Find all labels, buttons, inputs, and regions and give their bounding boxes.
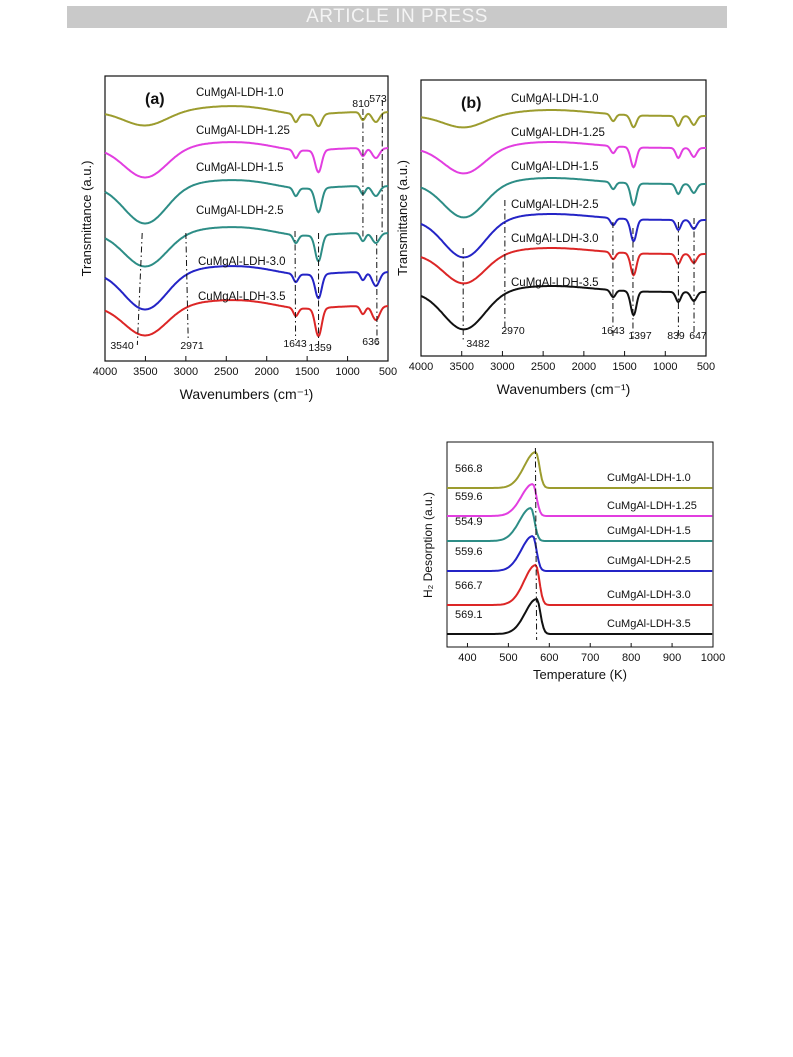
series-line-CuMgAl-LDH-1.5 — [447, 506, 713, 542]
reference-line — [534, 447, 538, 641]
peak-annotation: 3540 — [110, 340, 134, 352]
series-line-CuMgAl-LDH-2.5 — [104, 226, 389, 268]
series-label: CuMgAl-LDH-1.25 — [511, 127, 605, 139]
series-label: CuMgAl-LDH-1.25 — [196, 125, 290, 137]
x-tick-label: 3500 — [449, 361, 473, 373]
x-tick-label: 1500 — [295, 366, 319, 378]
series-line-CuMgAl-LDH-3.0 — [447, 563, 713, 606]
x-tick-label: 900 — [663, 652, 681, 664]
peak-temperature-label: 569.1 — [455, 609, 483, 621]
series-line-CuMgAl-LDH-1.25 — [104, 141, 389, 179]
series-label: CuMgAl-LDH-3.5 — [198, 291, 286, 303]
series-line-CuMgAl-LDH-1.0 — [420, 109, 706, 129]
x-tick-label: 500 — [499, 652, 517, 664]
x-tick-label: 4000 — [93, 366, 117, 378]
peak-annotation: 647 — [689, 330, 707, 342]
peak-annotation: 2970 — [501, 325, 525, 337]
series-label: CuMgAl-LDH-3.0 — [511, 233, 599, 245]
y-axis-label: H₂ Desorption (a.u.) — [421, 492, 435, 598]
peak-annotation: 1397 — [628, 330, 652, 342]
x-tick-label: 1000 — [335, 366, 359, 378]
x-tick-label: 3000 — [174, 366, 198, 378]
series-label: CuMgAl-LDH-3.0 — [607, 589, 691, 601]
peak-temperature-label: 559.6 — [455, 546, 483, 558]
panel-b: 4000 3500 3000 2500 2000 1500 1000 500 Wavenumbe… — [395, 93, 715, 397]
x-tick-label: 2500 — [531, 361, 555, 373]
series-line-CuMgAl-LDH-3.0 — [104, 265, 388, 311]
x-tick-label: 1000 — [701, 652, 725, 664]
x-tick-label: 700 — [581, 652, 599, 664]
x-axis-label: Temperature (K) — [533, 667, 627, 682]
peak-annotation: 3482 — [466, 338, 490, 350]
series-line-CuMgAl-LDH-1.5 — [104, 179, 389, 225]
x-tick-label: 400 — [458, 652, 476, 664]
series-label: CuMgAl-LDH-1.25 — [607, 500, 697, 512]
series-label: CuMgAl-LDH-1.5 — [607, 525, 691, 537]
x-tick-label: 500 — [697, 361, 715, 373]
series-line-CuMgAl-LDH-1.25 — [447, 483, 713, 517]
x-tick-label: 2000 — [572, 361, 596, 373]
panel-c-frame — [446, 441, 714, 648]
x-tick-label: 3000 — [490, 361, 514, 373]
peak-annotation: 2971 — [180, 340, 204, 352]
peak-annotation: 1643 — [283, 338, 307, 350]
x-tick-label: 600 — [540, 652, 558, 664]
reference-line — [185, 232, 189, 341]
y-axis-label: Transmittance (a.u.) — [79, 161, 94, 277]
x-tick-label: 500 — [379, 366, 397, 378]
series-line-CuMgAl-LDH-2.5 — [447, 534, 713, 572]
peak-annotation: 810 — [352, 98, 370, 110]
y-axis-label: Transmittance (a.u.) — [395, 160, 410, 276]
reference-line — [136, 232, 143, 346]
series-label: CuMgAl-LDH-1.5 — [511, 161, 599, 173]
series-line-CuMgAl-LDH-3.5 — [420, 285, 706, 331]
panel-a: 4000 3500 3000 2500 2000 1500 1000 500 Wavenumbe… — [79, 87, 397, 402]
peak-annotation: 839 — [667, 330, 685, 342]
x-tick-label: 3500 — [133, 366, 157, 378]
x-tick-label: 1000 — [653, 361, 677, 373]
series-line-CuMgAl-LDH-1.25 — [420, 141, 706, 175]
series-line-CuMgAl-LDH-2.5 — [420, 213, 706, 259]
series-label: CuMgAl-LDH-1.0 — [511, 93, 599, 105]
peak-temperature-label: 566.7 — [455, 580, 483, 592]
series-label: CuMgAl-LDH-2.5 — [511, 199, 599, 211]
peak-temperature-label: 566.8 — [455, 463, 483, 475]
x-tick-label: 1500 — [612, 361, 636, 373]
peak-annotation: 1359 — [308, 342, 332, 354]
panel-label: (b) — [461, 95, 481, 112]
panel-label: (a) — [145, 91, 165, 108]
x-tick-label: 2000 — [254, 366, 278, 378]
series-line-CuMgAl-LDH-1.0 — [447, 450, 713, 489]
series-line-CuMgAl-LDH-3.5 — [104, 299, 388, 338]
series-label: CuMgAl-LDH-3.5 — [607, 618, 691, 630]
panel-c: 400 500 600 700 800 900 1000 Temperature (K) H₂ … — [421, 447, 725, 682]
series-label: CuMgAl-LDH-1.5 — [196, 162, 284, 174]
x-tick-label: 800 — [622, 652, 640, 664]
series-label: CuMgAl-LDH-3.5 — [511, 277, 599, 289]
x-tick-label: 4000 — [409, 361, 433, 373]
article-in-press-banner: ARTICLE IN PRESS — [67, 6, 727, 28]
x-axis-label: Wavenumbers (cm⁻¹) — [180, 386, 314, 402]
peak-annotation: 573 — [369, 93, 387, 105]
peak-temperature-label: 559.6 — [455, 491, 483, 503]
panel-a-frame — [104, 75, 389, 362]
peak-annotation: 636 — [362, 336, 380, 348]
series-label: CuMgAl-LDH-3.0 — [198, 256, 286, 268]
series-line-CuMgAl-LDH-3.0 — [420, 247, 706, 285]
series-label: CuMgAl-LDH-1.0 — [196, 87, 284, 99]
x-axis-label: Wavenumbers (cm⁻¹) — [497, 381, 631, 397]
panel-b-frame — [420, 79, 707, 357]
x-tick-label: 2500 — [214, 366, 238, 378]
series-label: CuMgAl-LDH-2.5 — [196, 205, 284, 217]
series-label: CuMgAl-LDH-2.5 — [607, 555, 691, 567]
reference-line — [294, 230, 297, 341]
peak-annotation: 1643 — [601, 325, 625, 337]
series-line-CuMgAl-LDH-1.5 — [420, 177, 706, 219]
series-label: CuMgAl-LDH-1.0 — [607, 472, 691, 484]
peak-temperature-label: 554.9 — [455, 516, 483, 528]
series-line-CuMgAl-LDH-1.0 — [104, 105, 389, 128]
series-line-CuMgAl-LDH-3.5 — [447, 598, 713, 635]
